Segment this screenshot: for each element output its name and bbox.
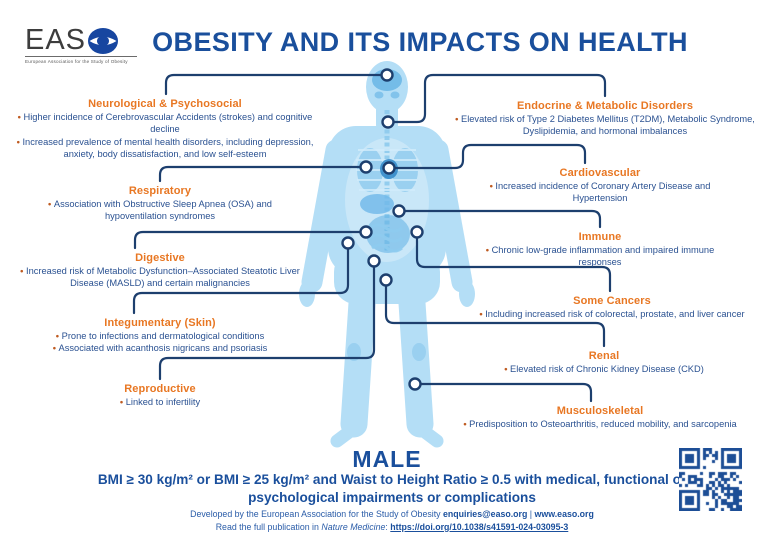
section-title: Integumentary (Skin) bbox=[104, 317, 216, 329]
footer-line-1: Developed by the European Association fo… bbox=[92, 508, 692, 521]
bullet-icon bbox=[463, 419, 469, 429]
section-immune: Immune Chronic low-grade inflammation an… bbox=[470, 231, 730, 269]
section-title: Immune bbox=[578, 231, 622, 243]
connector-musculoskeletal bbox=[419, 382, 593, 403]
marker-reproductive bbox=[367, 254, 381, 268]
section-respiratory: Respiratory Association with Obstructive… bbox=[30, 185, 290, 223]
section-title: Cardiovascular bbox=[559, 167, 641, 179]
marker-heart bbox=[382, 161, 396, 175]
section-bullet: Associated with acanthosis nigricans and… bbox=[20, 342, 300, 354]
marker-throat bbox=[381, 115, 395, 129]
bullet-icon bbox=[20, 266, 26, 276]
section-bullet: Increased prevalence of mental health di… bbox=[15, 136, 315, 161]
section-bullet: Increased risk of Metabolic Dysfunction–… bbox=[15, 265, 305, 290]
bullet-icon bbox=[490, 181, 496, 191]
journal-name: Nature Medicine bbox=[321, 521, 386, 532]
section-some-cancers: Some Cancers Including increased risk of… bbox=[457, 295, 767, 320]
bullet-icon bbox=[486, 245, 492, 255]
marker-skin bbox=[341, 236, 355, 250]
marker-cancers bbox=[410, 225, 424, 239]
bullet-icon bbox=[455, 114, 461, 124]
section-digestive: Digestive Increased risk of Metabolic Dy… bbox=[15, 252, 305, 290]
page-title: OBESITY AND ITS IMPACTS ON HEALTH bbox=[152, 27, 688, 57]
section-title: Reproductive bbox=[124, 383, 196, 395]
section-bullet: Chronic low-grade inflammation and impai… bbox=[470, 244, 730, 269]
section-title: Musculoskeletal bbox=[556, 405, 644, 417]
figure-label: MALE bbox=[352, 446, 422, 472]
section-reproductive: Reproductive Linked to infertility bbox=[40, 383, 280, 408]
easo-logo-o-icon bbox=[88, 27, 119, 54]
email-link[interactable]: enquiries@easo.org bbox=[442, 509, 528, 519]
organ-details bbox=[347, 69, 426, 361]
diagnostic-criteria: BMI ≥ 30 kg/m² or BMI ≥ 25 kg/m² and Wai… bbox=[97, 472, 687, 505]
connector-cardiovascular bbox=[393, 143, 587, 170]
bullet-icon bbox=[18, 112, 24, 122]
footer-line-2: Read the full publication in Nature Medi… bbox=[92, 521, 692, 534]
section-title: Endocrine & Metabolic Disorders bbox=[516, 100, 694, 112]
footer-publication-text: Read the full publication in bbox=[215, 521, 322, 532]
section-bullet: Increased incidence of Coronary Artery D… bbox=[470, 180, 730, 205]
qr-code bbox=[679, 448, 742, 511]
section-title: Respiratory bbox=[128, 185, 192, 197]
bullet-icon bbox=[17, 137, 23, 147]
section-bullet: Association with Obstructive Sleep Apnea… bbox=[30, 198, 290, 223]
connector-neurological bbox=[164, 73, 383, 96]
footer-colon: : bbox=[385, 521, 391, 532]
section-neurological: Neurological & Psychosocial Higher incid… bbox=[15, 98, 315, 160]
connector-immune bbox=[403, 209, 602, 229]
section-endocrine: Endocrine & Metabolic Disorders Elevated… bbox=[455, 100, 755, 138]
section-title: Some Cancers bbox=[573, 295, 651, 307]
bullet-icon bbox=[56, 331, 62, 341]
bullet-icon bbox=[479, 309, 485, 319]
bullet-icon bbox=[504, 364, 510, 374]
marker-digestive bbox=[359, 225, 373, 239]
section-musculoskeletal: Musculoskeletal Predisposition to Osteoa… bbox=[455, 405, 745, 430]
footer: Developed by the European Association fo… bbox=[92, 508, 692, 534]
easo-logo-text: EAS bbox=[25, 24, 87, 56]
section-title: Neurological & Psychosocial bbox=[88, 98, 242, 110]
connector-respiratory bbox=[158, 165, 362, 183]
marker-lung bbox=[359, 160, 373, 174]
section-bullet: Higher incidence of Cerebrovascular Acci… bbox=[15, 111, 315, 136]
marker-renal bbox=[379, 273, 393, 287]
marker-brain bbox=[380, 68, 394, 82]
website-link[interactable]: www.easo.org bbox=[534, 509, 594, 519]
footer-credit-text: Developed by the European Association fo… bbox=[190, 509, 443, 519]
section-bullet: Elevated risk of Type 2 Diabetes Mellitu… bbox=[455, 113, 755, 138]
bullet-icon bbox=[48, 199, 54, 209]
bullet-icon bbox=[53, 343, 59, 353]
section-title: Renal bbox=[588, 350, 620, 362]
section-bullet: Linked to infertility bbox=[40, 396, 280, 408]
section-bullet: Elevated risk of Chronic Kidney Disease … bbox=[454, 363, 754, 375]
bullet-icon bbox=[120, 397, 126, 407]
doi-link[interactable]: https://doi.org/10.1038/s41591-024-03095… bbox=[390, 521, 569, 532]
section-bullet: Prone to infections and dermatological c… bbox=[20, 330, 300, 342]
section-title: Digestive bbox=[135, 252, 185, 264]
section-bullet: Including increased risk of colorectal, … bbox=[457, 308, 767, 320]
marker-immune bbox=[392, 204, 406, 218]
logo-tagline: European Association for the Study of Ob… bbox=[25, 58, 128, 64]
section-integumentary: Integumentary (Skin) Prone to infections… bbox=[20, 317, 300, 355]
marker-knee bbox=[408, 377, 422, 391]
section-cardiovascular: Cardiovascular Increased incidence of Co… bbox=[470, 167, 730, 205]
section-renal: Renal Elevated risk of Chronic Kidney Di… bbox=[454, 350, 754, 375]
easo-logo: EAS European Association for the Study o… bbox=[25, 26, 137, 64]
connector-digestive bbox=[133, 230, 362, 250]
logo-divider bbox=[25, 56, 137, 57]
footer-separator: | bbox=[527, 509, 535, 519]
section-bullet: Predisposition to Osteoarthritis, reduce… bbox=[455, 418, 745, 430]
